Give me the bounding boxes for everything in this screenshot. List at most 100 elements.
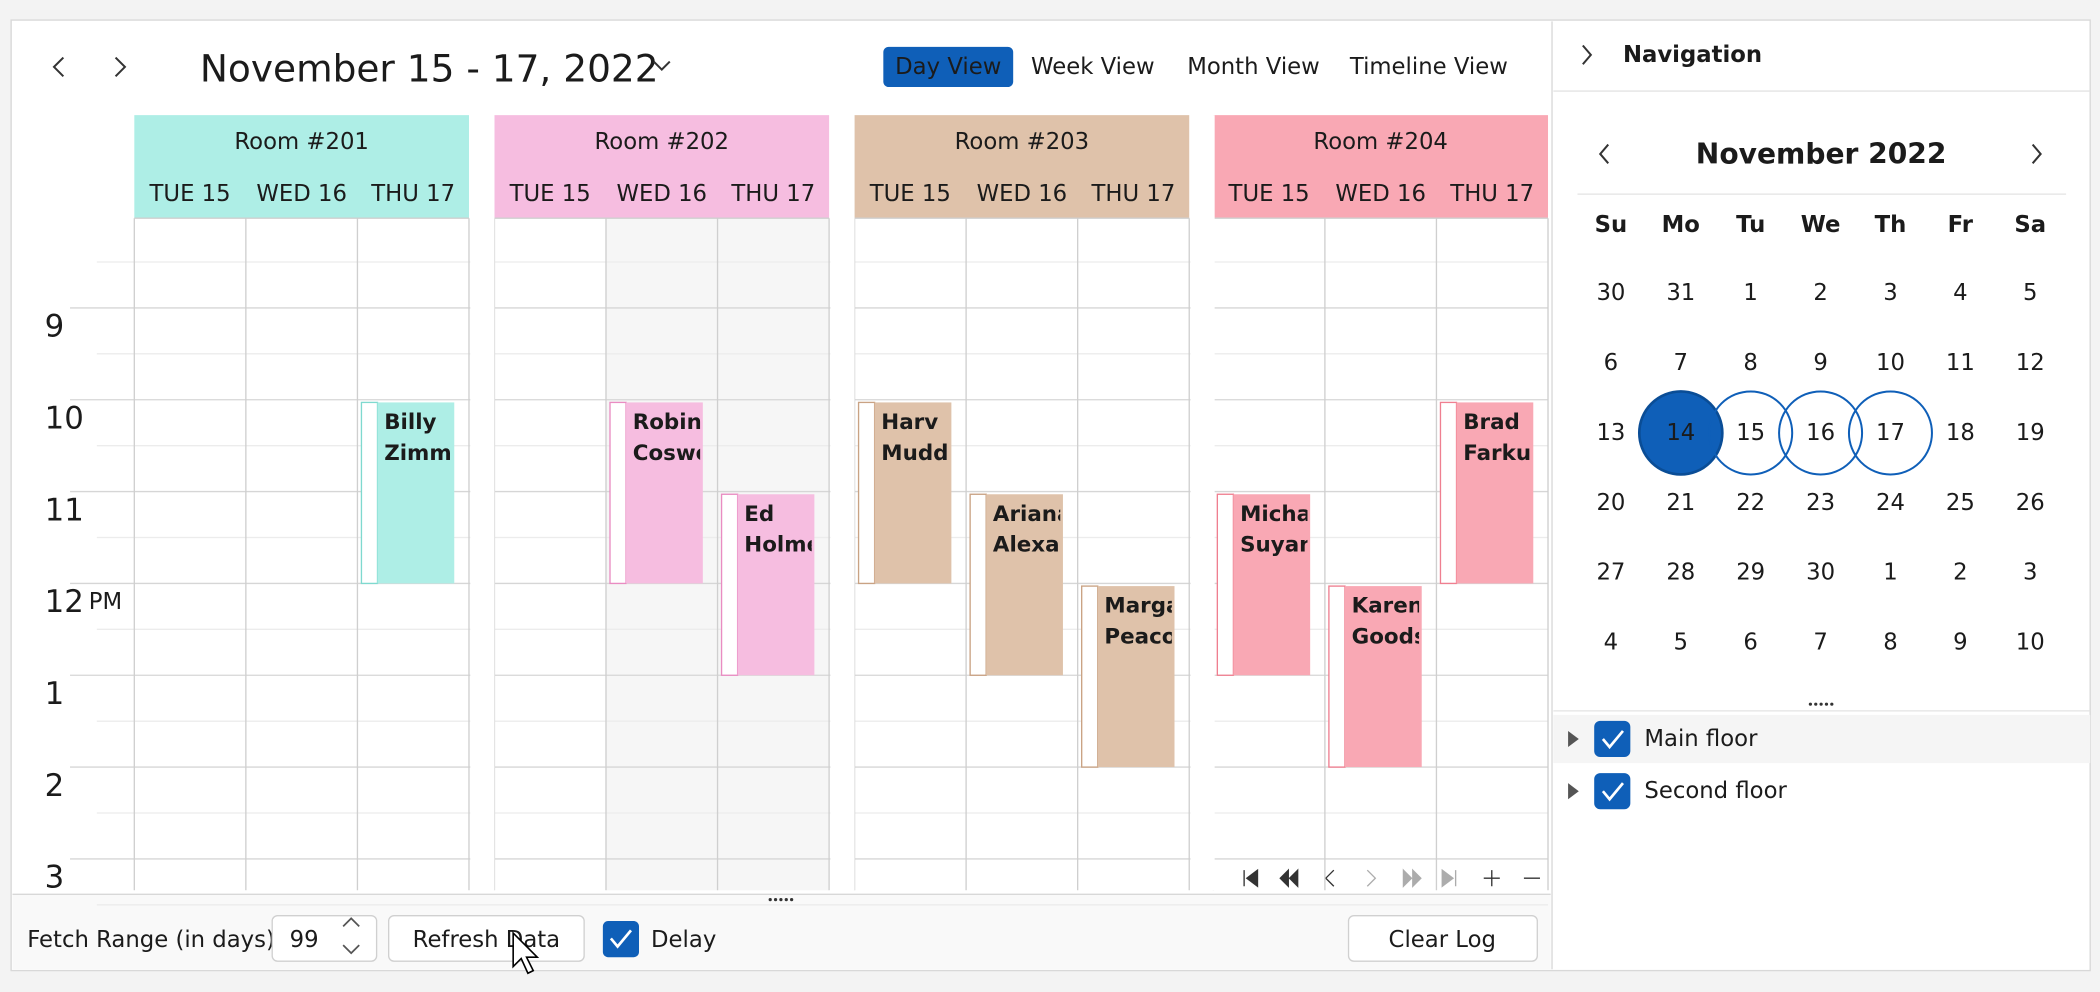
clear-log-label[interactable]: Clear Log — [1389, 927, 1496, 953]
calendar-day[interactable]: 20 — [1596, 490, 1625, 516]
appointment-subject: Zimm — [384, 441, 451, 466]
view-button[interactable]: Month View — [1187, 54, 1320, 80]
calendar-day[interactable]: 27 — [1596, 560, 1625, 586]
room-gap — [1190, 115, 1215, 891]
weekday: Sa — [2014, 212, 2046, 238]
resource-pager[interactable] — [1235, 868, 1540, 888]
appointment-subject: Robin — [633, 410, 702, 435]
day-header: TUE 15 — [509, 181, 591, 207]
expand-arrow[interactable] — [1568, 783, 1579, 800]
appointment[interactable] — [874, 402, 952, 584]
room-gap — [830, 115, 855, 891]
floor-label[interactable]: Second floor — [1644, 778, 1787, 804]
appointment[interactable] — [737, 494, 815, 676]
calendar-day[interactable]: 2 — [1813, 280, 1827, 306]
fetch-value[interactable]: 99 — [290, 927, 319, 953]
calendar-day[interactable]: 13 — [1596, 420, 1625, 446]
calendar-day[interactable]: 7 — [1674, 350, 1688, 376]
refresh-label[interactable]: Refresh Data — [413, 927, 560, 953]
calendar-day[interactable]: 19 — [2016, 420, 2045, 446]
calendar-day[interactable]: 28 — [1666, 560, 1695, 586]
calendar-day[interactable]: 4 — [1953, 280, 1967, 306]
room-header — [1213, 115, 1549, 219]
month-prev[interactable] — [1598, 143, 1610, 164]
appointment-subject: Brad — [1463, 410, 1520, 435]
calendar-day[interactable]: 1 — [1743, 280, 1757, 306]
calendar-day[interactable]: 29 — [1736, 560, 1765, 586]
calendar-day[interactable]: 12 — [2016, 350, 2045, 376]
fetch-spinbox[interactable] — [271, 915, 378, 962]
nav-splitter[interactable] — [1808, 702, 1834, 706]
day-header: WED 16 — [256, 181, 347, 207]
calendar-day[interactable]: 10 — [2016, 630, 2045, 656]
mouse-cursor — [512, 931, 540, 975]
calendar-day[interactable]: 18 — [1946, 420, 1975, 446]
floor-label[interactable]: Main floor — [1644, 726, 1758, 752]
next-button[interactable] — [114, 56, 127, 78]
appointment-strip — [720, 493, 739, 676]
weekday: Th — [1875, 212, 1907, 238]
month-title[interactable]: November 2022 — [1696, 137, 1947, 170]
calendar-day[interactable]: 5 — [2023, 280, 2037, 306]
calendar-day[interactable]: 6 — [1743, 630, 1757, 656]
calendar-day[interactable]: 10 — [1876, 350, 1905, 376]
floor-checkbox[interactable] — [1594, 773, 1631, 810]
calendar-day[interactable]: 11 — [1946, 350, 1975, 376]
delay-label[interactable]: Delay — [651, 927, 716, 953]
month-next[interactable] — [2031, 143, 2042, 164]
calendar-day[interactable]: 30 — [1806, 560, 1835, 586]
clear-log-button[interactable] — [1347, 915, 1538, 962]
date-range[interactable]: November 15 - 17, 2022 — [200, 46, 659, 90]
calendar-day[interactable]: 16 — [1806, 420, 1835, 446]
calendar-day[interactable]: 24 — [1876, 490, 1905, 516]
prev-button[interactable] — [52, 56, 65, 78]
appointment-strip — [969, 493, 987, 676]
calendar-day[interactable]: 8 — [1743, 350, 1757, 376]
calendar-day[interactable]: 9 — [1953, 630, 1967, 656]
calendar-day[interactable]: 2 — [1953, 560, 1967, 586]
calendar-day[interactable]: 1 — [1883, 560, 1897, 586]
view-button[interactable]: Timeline View — [1349, 54, 1508, 80]
appointment[interactable] — [1097, 586, 1175, 768]
calendar-day[interactable]: 3 — [1883, 280, 1897, 306]
floor-check — [1601, 782, 1625, 802]
calendar-day[interactable]: 6 — [1604, 350, 1618, 376]
floor-checkbox[interactable] — [1594, 720, 1631, 758]
calendar-day[interactable]: 31 — [1666, 280, 1695, 306]
appointment[interactable] — [986, 494, 1063, 676]
calendar-day[interactable]: 3 — [2023, 560, 2037, 586]
calendar-day[interactable]: 7 — [1813, 630, 1827, 656]
calendar-day[interactable]: 26 — [2016, 490, 2045, 516]
appointment-subject: Karen — [1352, 594, 1423, 619]
calendar-day[interactable]: 15 — [1736, 420, 1765, 446]
expand-arrow[interactable] — [1568, 730, 1579, 748]
log-splitter[interactable] — [768, 898, 794, 902]
room-header — [494, 115, 830, 219]
calendar-day[interactable]: 23 — [1806, 490, 1835, 516]
footer-bar — [12, 894, 1551, 970]
calendar-day[interactable]: 14 — [1666, 420, 1695, 446]
appointment[interactable] — [1456, 402, 1534, 584]
calendar-day[interactable]: 5 — [1674, 630, 1688, 656]
appointment[interactable] — [1233, 494, 1311, 676]
calendar-day[interactable]: 30 — [1596, 280, 1625, 306]
calendar-day[interactable]: 21 — [1666, 490, 1695, 516]
calendar-day[interactable]: 9 — [1813, 350, 1827, 376]
calendar-day[interactable]: 17 — [1876, 420, 1905, 446]
nav-title: Navigation — [1623, 42, 1762, 68]
appointment-subject: Harv — [881, 410, 938, 435]
date-dropdown[interactable] — [653, 60, 671, 72]
view-button[interactable]: Day View — [895, 54, 1001, 80]
calendar-day[interactable]: 22 — [1736, 490, 1765, 516]
calendar-day[interactable]: 8 — [1883, 630, 1897, 656]
appointment[interactable] — [626, 402, 703, 584]
nav-collapse[interactable] — [1582, 44, 1593, 65]
refresh-button[interactable] — [387, 915, 585, 962]
calendar-day[interactable]: 25 — [1946, 490, 1975, 516]
calendar-day[interactable]: 4 — [1604, 630, 1618, 656]
spin-arrows[interactable] — [342, 917, 360, 955]
appointment[interactable] — [377, 402, 455, 584]
view-button[interactable]: Week View — [1031, 54, 1155, 80]
delay-checkbox[interactable] — [602, 921, 640, 958]
appointment[interactable] — [1344, 586, 1422, 768]
